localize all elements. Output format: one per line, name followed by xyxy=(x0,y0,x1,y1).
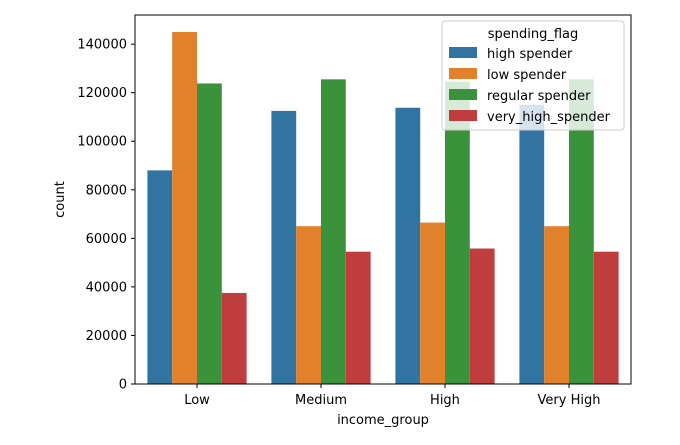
y-tick-label: 20000 xyxy=(86,329,127,344)
bar-very-high-spender-very-high xyxy=(593,251,619,384)
bar-high-spender-very-high xyxy=(519,104,545,384)
y-tick-label: 60000 xyxy=(86,232,127,247)
bar-regular-spender-medium xyxy=(321,79,346,384)
y-axis-ticks: 0 20000 40000 60000 80000 100000 120000 140000 xyxy=(77,38,135,393)
y-tick-label: 120000 xyxy=(77,86,127,101)
x-axis-label: income_group xyxy=(337,413,429,428)
bar-high-spender-low xyxy=(147,170,173,384)
legend-swatch xyxy=(449,110,477,121)
legend-items: high spender low spender regular spender ve… xyxy=(449,47,611,125)
legend-swatch xyxy=(449,89,477,100)
bar-low-spender-very-high xyxy=(544,226,569,384)
plot-frame xyxy=(134,14,632,385)
x-tick-label: Medium xyxy=(295,393,347,408)
y-tick-label: 100000 xyxy=(77,135,127,150)
bar-low-spender-medium xyxy=(296,226,321,384)
bar-very-high-spender-high xyxy=(469,248,495,384)
legend-label: high spender xyxy=(487,47,573,62)
y-axis-label: count xyxy=(53,181,68,218)
legend-swatch xyxy=(449,47,477,58)
y-tick-label: 0 xyxy=(119,378,127,393)
y-tick-label: 80000 xyxy=(86,183,127,198)
x-axis-ticks: Low Medium High Very High xyxy=(184,384,600,408)
bars-layer xyxy=(147,31,619,385)
y-tick-label: 40000 xyxy=(86,280,127,295)
x-tick-label: Very High xyxy=(538,393,601,408)
bar-low-spender-low xyxy=(172,31,197,385)
bar-regular-spender-low xyxy=(197,83,222,385)
legend-swatch xyxy=(449,68,477,79)
y-tick-label: 140000 xyxy=(77,38,127,53)
bar-very-high-spender-low xyxy=(221,292,247,384)
legend-label: low spender xyxy=(487,68,567,83)
legend-box xyxy=(441,20,625,131)
x-tick-label: High xyxy=(430,393,460,408)
legend-label: very_high_spender xyxy=(487,110,611,125)
bar-low-spender-high xyxy=(420,222,445,384)
legend: spending_flag high spender low spender reg… xyxy=(441,20,625,131)
bar-high-spender-medium xyxy=(271,110,297,384)
x-tick-label: Low xyxy=(184,393,210,408)
bar-high-spender-high xyxy=(395,107,421,385)
legend-title: spending_flag xyxy=(488,27,579,42)
bar-very-high-spender-medium xyxy=(345,251,371,384)
bar-regular-spender-high xyxy=(445,81,470,384)
legend-label: regular spender xyxy=(487,89,591,104)
